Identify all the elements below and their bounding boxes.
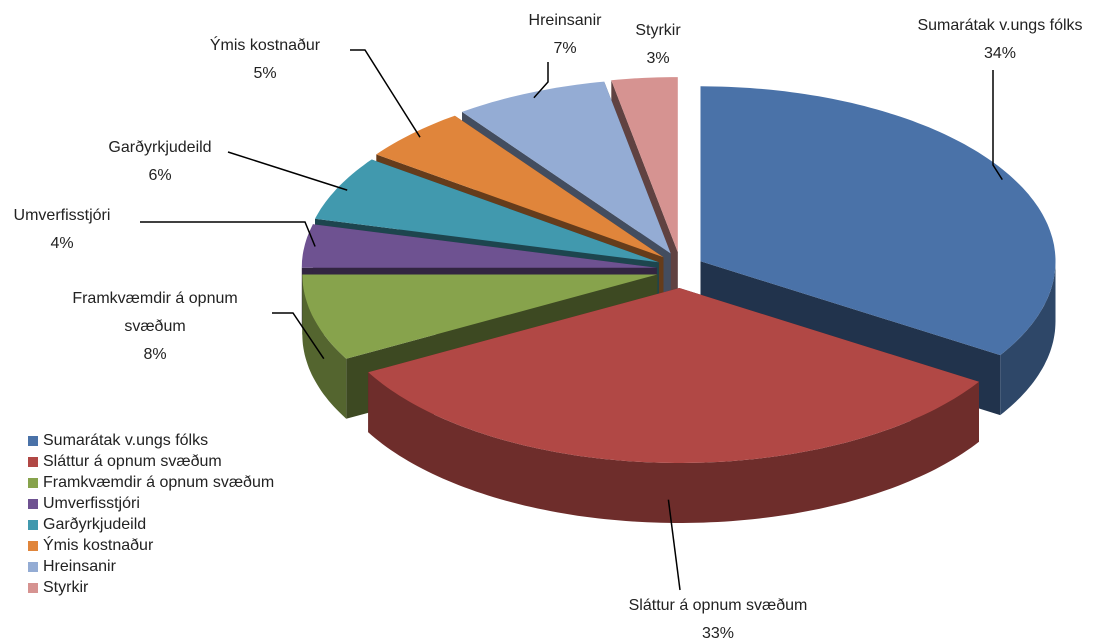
legend-swatch: [28, 582, 38, 593]
slice: [368, 288, 979, 523]
slice-top: [315, 159, 659, 263]
data-label: Sláttur á opnum svæðum 33%: [568, 592, 868, 641]
leader-line: [533, 62, 549, 99]
legend-item: Garðyrkjudeild: [28, 514, 146, 535]
slice-top: [700, 86, 1056, 356]
legend-item: Hreinsanir: [28, 556, 116, 577]
slice-top: [611, 77, 678, 253]
leader-line: [272, 312, 325, 360]
legend-text: Garðyrkjudeild: [43, 516, 147, 533]
label-value: 4%: [50, 235, 74, 252]
data-label: Framkvæmdir á opnum svæðum 8%: [40, 285, 270, 369]
label-value: 8%: [143, 346, 167, 363]
legend-item: Umverfisstjóri: [28, 493, 140, 514]
label-value: 7%: [553, 40, 577, 57]
label-name: Styrkir: [635, 22, 681, 39]
legend-item: Ýmis kostnaður: [28, 535, 153, 556]
legend-text: Ýmis kostnaður: [43, 537, 154, 554]
legend-swatch: [28, 498, 38, 509]
data-label: Umverfisstjóri 4%: [0, 202, 132, 258]
slice-top: [368, 288, 979, 463]
label-name: Sumarátak v.ungs fólks: [917, 17, 1083, 34]
data-label: Ýmis kostnaður 5%: [185, 32, 345, 88]
legend-item: Sláttur á opnum svæðum: [28, 451, 222, 472]
data-label: Hreinsanir 7%: [510, 7, 620, 63]
label-name: Framkvæmdir á opnum svæðum: [72, 290, 238, 335]
data-label: Garðyrkjudeild 6%: [85, 134, 235, 190]
slice-top: [462, 81, 671, 254]
slice-wall: [302, 274, 347, 419]
legend-text: Sláttur á opnum svæðum: [43, 453, 222, 470]
legend-text: Framkvæmdir á opnum svæðum: [43, 474, 275, 491]
slice-top: [301, 224, 657, 268]
legend-swatch: [28, 519, 38, 530]
legend-swatch: [28, 561, 38, 572]
leader-line: [350, 49, 421, 138]
legend-text: Sumarátak v.ungs fólks: [43, 432, 209, 449]
legend-text: Umverfisstjóri: [43, 495, 140, 512]
slice-top: [376, 115, 664, 258]
legend-text: Hreinsanir: [43, 558, 116, 575]
legend-text: Styrkir: [43, 579, 89, 596]
legend-item: Styrkir: [28, 577, 88, 598]
slice-top: [302, 274, 658, 359]
label-name: Ýmis kostnaður: [209, 37, 321, 54]
label-name: Umverfisstjóri: [13, 207, 111, 224]
label-value: 5%: [253, 65, 277, 82]
label-value: 3%: [646, 50, 670, 67]
legend-swatch: [28, 477, 38, 488]
legend-item: Framkvæmdir á opnum svæðum: [28, 472, 274, 493]
data-label: Sumarátak v.ungs fólks 34%: [880, 12, 1103, 68]
leader-line: [992, 70, 1003, 181]
leader-line: [227, 151, 348, 191]
legend-swatch: [28, 540, 38, 551]
legend-swatch: [28, 435, 38, 446]
label-value: 6%: [148, 167, 172, 184]
leader-line: [667, 499, 681, 591]
label-value: 33%: [701, 625, 735, 641]
slice-wall: [368, 372, 979, 523]
legend-swatch: [28, 456, 38, 467]
label-name: Hreinsanir: [528, 12, 602, 29]
data-label: Styrkir 3%: [618, 17, 698, 73]
label-value: 34%: [983, 45, 1017, 62]
slice-wall: [1000, 261, 1056, 416]
label-name: Sláttur á opnum svæðum: [628, 597, 808, 614]
label-name: Garðyrkjudeild: [108, 139, 212, 156]
legend-item: Sumarátak v.ungs fólks: [28, 430, 208, 451]
leader-line: [140, 221, 316, 247]
